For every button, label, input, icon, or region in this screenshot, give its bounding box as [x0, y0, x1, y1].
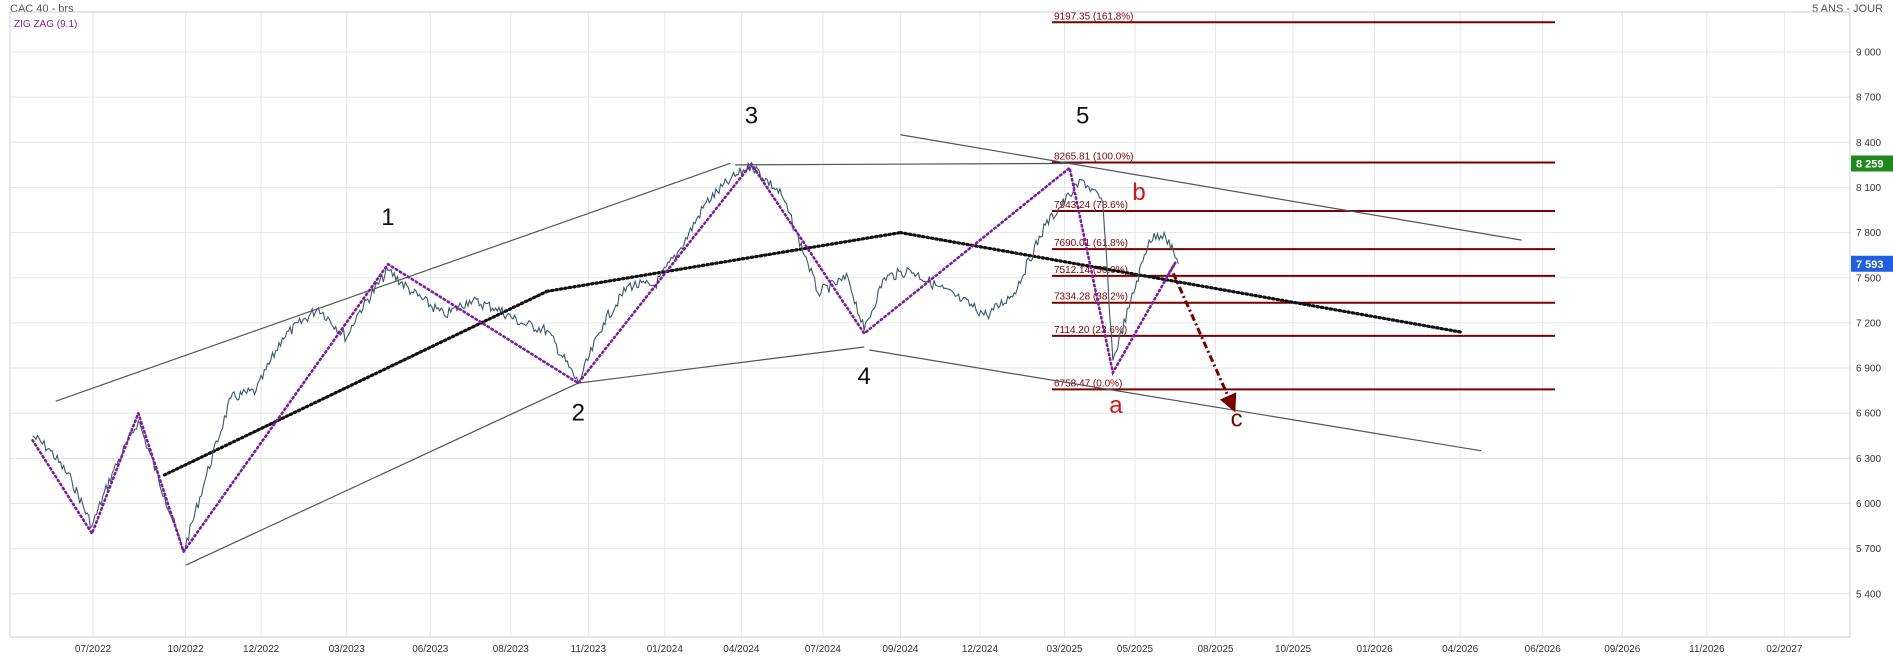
- price-series: [32, 162, 1179, 553]
- wave-label-a: a: [1109, 392, 1123, 419]
- x-tick-label: 12/2024: [962, 644, 999, 655]
- fib-level-label: 7690.01 (61.8%): [1054, 238, 1128, 249]
- price-badge-label-current: 7 593: [1856, 259, 1884, 271]
- fib-level-label: 6758.47 (0.0%): [1054, 378, 1122, 389]
- channel-line: [55, 162, 731, 402]
- x-tick-label: 04/2024: [723, 644, 760, 655]
- y-tick-label: 6 900: [1856, 364, 1881, 375]
- price-line: [32, 162, 1179, 553]
- channel-line: [735, 162, 1083, 166]
- fib-level-label: 7943.24 (78.6%): [1054, 200, 1128, 211]
- projection-arrow: [1171, 272, 1237, 413]
- x-tick-label: 02/2027: [1766, 644, 1803, 655]
- y-tick-label: 8 700: [1856, 93, 1881, 104]
- y-tick-label: 7 200: [1856, 318, 1881, 329]
- plot-frame: [9, 11, 1851, 638]
- wave-labels: 1 2 3 4 5 a b c: [381, 102, 1242, 432]
- x-tick-label: 09/2024: [882, 644, 919, 655]
- fib-level-label: 9197.35 (161.8%): [1054, 11, 1134, 22]
- x-tick-label: 07/2024: [805, 644, 842, 655]
- x-tick-label: 04/2026: [1442, 644, 1479, 655]
- price-badges: 8 259 7 593: [1851, 155, 1893, 272]
- price-badge-current: [1851, 255, 1893, 272]
- fib-level-label: 7334.28 (38.2%): [1054, 292, 1128, 303]
- y-tick-label: 8 100: [1856, 183, 1881, 194]
- trend-dotted-line: [162, 289, 549, 477]
- y-tick-label: 7 500: [1856, 273, 1881, 284]
- channel-line: [900, 134, 1522, 241]
- x-tick-label: 11/2023: [571, 644, 607, 655]
- y-tick-label: 5 700: [1856, 544, 1881, 555]
- x-tick-label: 11/2026: [1689, 644, 1725, 655]
- channel-lines: [55, 134, 1522, 566]
- channel-line: [578, 346, 865, 384]
- grid: [10, 12, 1850, 637]
- wave-label-2: 2: [572, 400, 585, 427]
- y-tick-label: 8 400: [1856, 138, 1881, 149]
- channel-line: [185, 382, 579, 566]
- channel-line: [869, 349, 1482, 452]
- x-tick-label: 01/2024: [647, 644, 684, 655]
- x-tick-label: 03/2023: [329, 644, 366, 655]
- trend-dotted-line: [545, 231, 903, 293]
- x-tick-label: 07/2022: [75, 644, 112, 655]
- wave-label-3: 3: [745, 102, 758, 129]
- x-tick-label: 05/2025: [1117, 644, 1154, 655]
- x-tick-label: 10/2022: [168, 644, 205, 655]
- x-tick-label: 12/2022: [243, 644, 280, 655]
- axes: 5 400 5 700 6 000 6 300 6 600 6 900 7 200 7 500…: [9, 11, 1881, 655]
- trend-dotted-line: [898, 231, 1462, 334]
- x-tick-label: 08/2023: [493, 644, 530, 655]
- fib-level-label: 7114.20 (23.6%): [1054, 325, 1127, 336]
- wave-label-b: b: [1132, 179, 1145, 206]
- y-tick-label: 9 000: [1856, 48, 1881, 59]
- x-tick-label: 10/2025: [1275, 644, 1312, 655]
- x-tick-label: 08/2025: [1197, 644, 1234, 655]
- fibonacci-levels: 9197.35 (161.8%) 8265.81 (100.0%) 7943.24 …: [1052, 11, 1555, 391]
- price-badge-high: [1851, 155, 1893, 172]
- y-tick-label: 6 000: [1856, 499, 1881, 510]
- y-tick-label: 5 400: [1856, 589, 1881, 600]
- y-tick-label: 7 800: [1856, 228, 1881, 239]
- wave-label-1: 1: [381, 204, 394, 231]
- indicator-legend: ZIG ZAG (9.1): [14, 19, 78, 30]
- wave-label-5: 5: [1076, 102, 1089, 129]
- x-tick-label: 06/2026: [1525, 644, 1562, 655]
- y-tick-label: 6 600: [1856, 409, 1881, 420]
- zigzag-series: [31, 161, 1177, 555]
- wave-label-4: 4: [858, 363, 871, 390]
- price-badge-label-high: 8 259: [1856, 159, 1884, 171]
- zigzag-line: [31, 161, 1177, 555]
- x-tick-label: 09/2026: [1604, 644, 1641, 655]
- y-tick-label: 6 300: [1856, 454, 1881, 465]
- x-tick-label: 03/2025: [1046, 644, 1083, 655]
- wave-label-c: c: [1231, 406, 1243, 433]
- x-tick-label: 01/2026: [1357, 644, 1394, 655]
- fib-level-label: 8265.81 (100.0%): [1054, 151, 1134, 162]
- x-tick-label: 06/2023: [412, 644, 449, 655]
